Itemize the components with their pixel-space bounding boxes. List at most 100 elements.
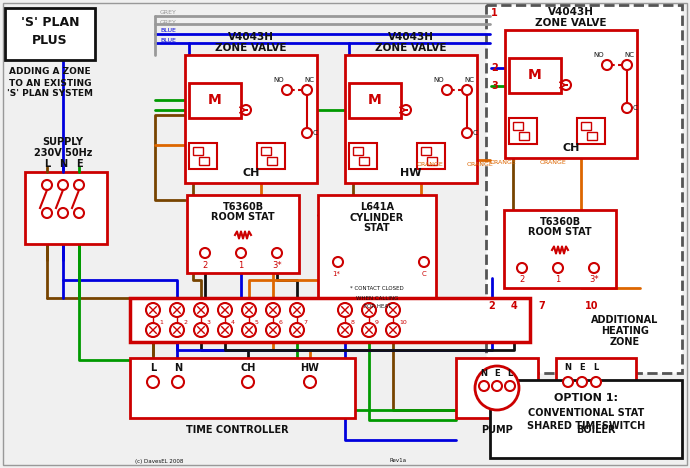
Circle shape — [591, 377, 601, 387]
Circle shape — [266, 323, 280, 337]
Circle shape — [218, 323, 232, 337]
Bar — [345, 55, 477, 183]
Text: ROOM STAT: ROOM STAT — [211, 212, 275, 222]
Circle shape — [622, 60, 632, 70]
Bar — [261, 147, 271, 155]
Bar — [556, 358, 636, 418]
Circle shape — [194, 323, 208, 337]
Text: 9: 9 — [375, 320, 379, 324]
Text: ORANGE: ORANGE — [417, 162, 444, 168]
Circle shape — [74, 180, 84, 190]
Text: M: M — [528, 68, 542, 82]
Text: ZONE VALVE: ZONE VALVE — [375, 43, 446, 53]
Circle shape — [58, 180, 68, 190]
Text: GREY: GREY — [160, 20, 177, 24]
Circle shape — [589, 263, 599, 273]
Text: L: L — [593, 364, 599, 373]
Text: C: C — [422, 271, 426, 277]
Text: FOR HEAT: FOR HEAT — [364, 305, 391, 309]
Circle shape — [242, 303, 256, 317]
Circle shape — [561, 80, 571, 90]
Circle shape — [462, 85, 472, 95]
Bar — [193, 147, 203, 155]
Circle shape — [74, 208, 84, 218]
Bar — [349, 83, 401, 118]
Text: ZONE VALVE: ZONE VALVE — [215, 43, 287, 53]
Text: OPTION 1:: OPTION 1: — [554, 393, 618, 403]
Text: NO: NO — [593, 52, 604, 58]
Text: 2: 2 — [183, 320, 187, 324]
Text: HEATING: HEATING — [601, 326, 649, 336]
Text: 10: 10 — [399, 320, 406, 324]
Bar — [130, 298, 530, 342]
Text: C: C — [633, 105, 638, 111]
Bar — [504, 210, 616, 288]
Bar — [513, 122, 523, 130]
Text: V4043H: V4043H — [388, 32, 434, 42]
Text: NO: NO — [434, 77, 444, 83]
Circle shape — [302, 128, 312, 138]
Circle shape — [218, 303, 232, 317]
Text: ROOM STAT: ROOM STAT — [528, 227, 592, 237]
Text: CH: CH — [242, 168, 259, 178]
Text: 8: 8 — [351, 320, 355, 324]
Text: 7: 7 — [303, 320, 307, 324]
Circle shape — [42, 180, 52, 190]
Text: E: E — [76, 159, 82, 169]
Circle shape — [462, 128, 472, 138]
Bar — [587, 132, 597, 140]
Text: ADDING A ZONE: ADDING A ZONE — [9, 67, 91, 76]
Text: 7: 7 — [539, 301, 545, 311]
Text: BOILER: BOILER — [576, 425, 615, 435]
Circle shape — [170, 323, 184, 337]
Circle shape — [58, 208, 68, 218]
Circle shape — [304, 376, 316, 388]
Bar — [581, 122, 591, 130]
Circle shape — [517, 263, 527, 273]
Text: WHEN CALLING: WHEN CALLING — [356, 295, 398, 300]
Circle shape — [386, 323, 400, 337]
Text: 1: 1 — [238, 261, 244, 270]
Circle shape — [302, 85, 312, 95]
Circle shape — [622, 103, 632, 113]
Circle shape — [479, 381, 489, 391]
Bar — [189, 83, 241, 118]
Text: 6: 6 — [279, 320, 283, 324]
Text: 'S' PLAN: 'S' PLAN — [21, 15, 79, 29]
Circle shape — [505, 381, 515, 391]
Text: 4: 4 — [511, 301, 518, 311]
Text: PLUS: PLUS — [32, 34, 68, 46]
Text: SUPPLY: SUPPLY — [43, 137, 83, 147]
Text: ORANGE: ORANGE — [490, 161, 517, 166]
Text: 230V 50Hz: 230V 50Hz — [34, 148, 92, 158]
Circle shape — [272, 248, 282, 258]
Circle shape — [200, 248, 210, 258]
Text: N: N — [564, 364, 571, 373]
Text: 3*: 3* — [589, 276, 599, 285]
Text: 1: 1 — [159, 320, 163, 324]
Text: GREY: GREY — [160, 10, 177, 15]
Circle shape — [386, 303, 400, 317]
Circle shape — [194, 303, 208, 317]
Bar — [417, 143, 445, 169]
Circle shape — [338, 303, 352, 317]
Circle shape — [236, 248, 246, 258]
Text: L: L — [44, 159, 50, 169]
Circle shape — [42, 208, 52, 218]
Text: T6360B: T6360B — [222, 202, 264, 212]
Text: HW: HW — [400, 168, 422, 178]
Text: N: N — [174, 363, 182, 373]
Text: CYLINDER: CYLINDER — [350, 213, 404, 223]
Circle shape — [362, 303, 376, 317]
Text: TIME CONTROLLER: TIME CONTROLLER — [186, 425, 288, 435]
Text: 1*: 1* — [332, 271, 340, 277]
Text: STAT: STAT — [364, 223, 391, 233]
Text: 2: 2 — [489, 301, 495, 311]
Circle shape — [563, 377, 573, 387]
Circle shape — [577, 377, 587, 387]
Text: N: N — [59, 159, 67, 169]
Bar — [130, 358, 355, 418]
Text: 1: 1 — [555, 276, 560, 285]
Text: 10: 10 — [585, 301, 599, 311]
Circle shape — [492, 381, 502, 391]
